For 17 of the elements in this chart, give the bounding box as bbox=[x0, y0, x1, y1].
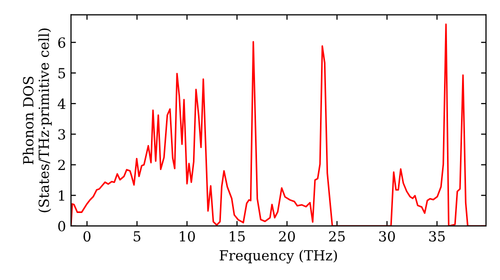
x-tick-label: 30 bbox=[379, 231, 395, 242]
y-axis-title: Phonon DOS (States/THz·primitive cell) bbox=[22, 28, 52, 212]
x-tick-label: 25 bbox=[329, 231, 345, 242]
x-tick-label: 5 bbox=[134, 231, 140, 242]
x-axis-title: Frequency (THz) bbox=[220, 250, 337, 264]
x-tick-label: 0 bbox=[83, 231, 90, 242]
y-tick-label: 3 bbox=[58, 129, 66, 140]
y-tick-label: 2 bbox=[58, 160, 65, 170]
y-tick-label: 0 bbox=[58, 220, 66, 232]
y-tick-label: 1 bbox=[58, 190, 64, 201]
x-tick-label: 35 bbox=[429, 231, 445, 242]
x-tick-label: 20 bbox=[279, 231, 295, 242]
y-tick-label: 4 bbox=[58, 98, 66, 109]
x-tick-label: 10 bbox=[180, 231, 195, 242]
y-tick-label: 6 bbox=[58, 37, 66, 48]
x-tick-label: 15 bbox=[230, 231, 245, 242]
y-tick-label: 5 bbox=[58, 68, 66, 78]
